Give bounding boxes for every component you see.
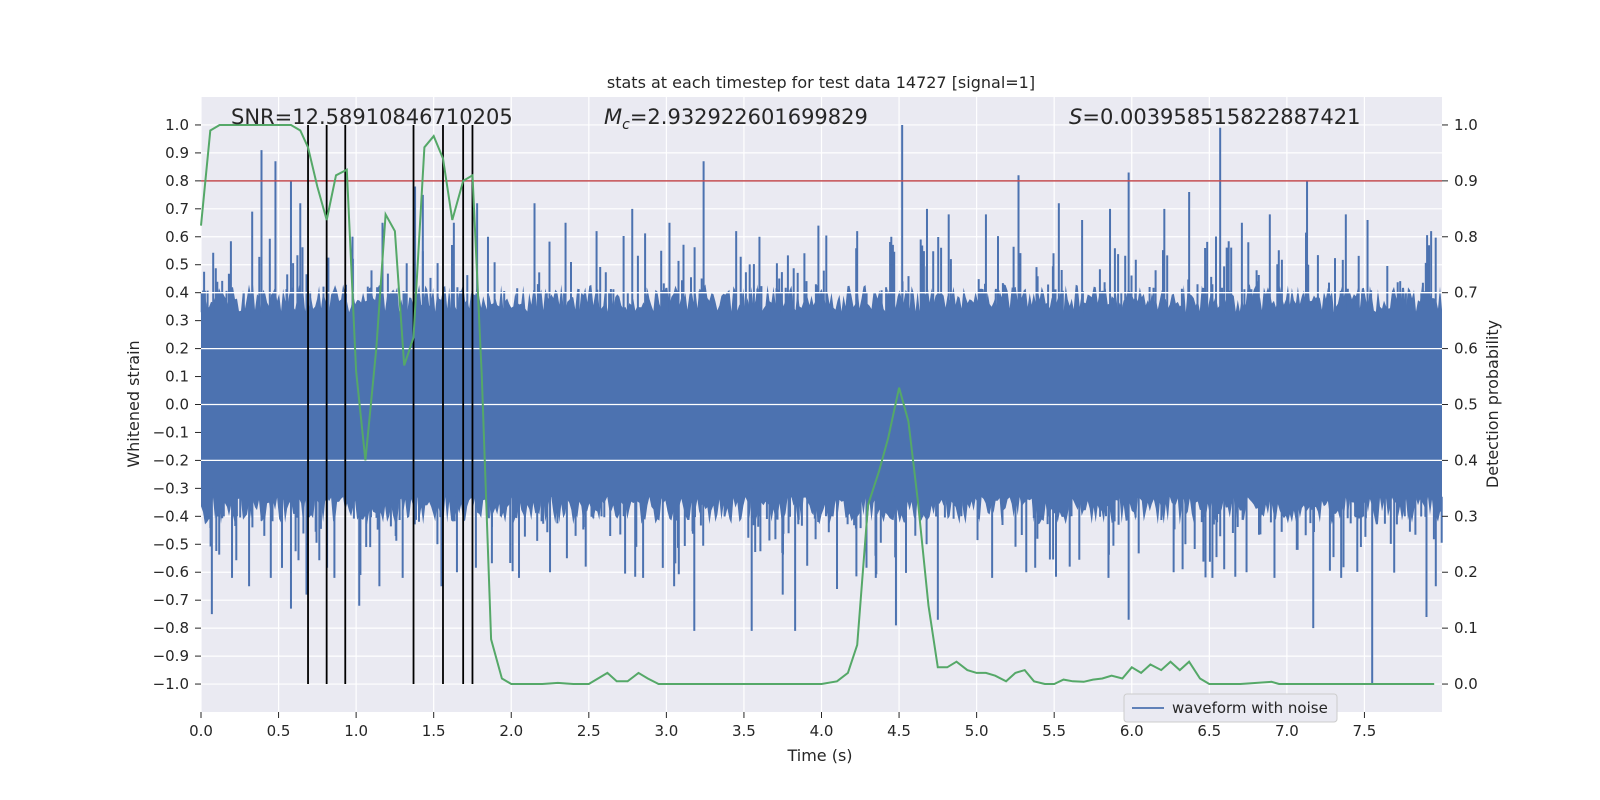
s-value: =0.003958515822887421 [1082, 105, 1360, 129]
right-tick-label: 0.8 [1454, 228, 1478, 246]
right-tick-label: 0.6 [1454, 340, 1478, 358]
left-tick-label: 0.3 [165, 312, 189, 330]
x-tick-label: 0.5 [267, 722, 291, 740]
waveform-spikes [200, 232, 1443, 578]
mc-value: =2.932922601699829 [630, 105, 868, 129]
right-y-axis-ticks: 1.0 0.9 0.8 0.7 0.6 0.5 0.4 0.3 0.2 0.1 0.0 [1442, 116, 1478, 693]
x-tick-label: 1.0 [344, 722, 368, 740]
x-tick-label: 4.0 [810, 722, 834, 740]
left-tick-label: −0.7 [153, 591, 189, 609]
mc-subscript: c [622, 117, 630, 133]
vertical-markers [307, 124, 474, 685]
x-tick-label: 1.5 [422, 722, 446, 740]
left-tick-label: 0.4 [165, 284, 189, 302]
left-tick-label: −0.5 [153, 535, 189, 553]
left-tick-label: −0.2 [153, 451, 189, 469]
left-tick-label: 0.0 [165, 396, 189, 414]
left-tick-label: 0.1 [165, 368, 189, 386]
right-y-axis-label: Detection probability [1483, 320, 1502, 488]
legend-label: waveform with noise [1172, 699, 1328, 717]
x-axis-label: Time (s) [786, 746, 852, 765]
x-tick-label: 6.0 [1120, 722, 1144, 740]
x-tick-label: 7.5 [1353, 722, 1377, 740]
x-tick-label: 5.5 [1042, 722, 1066, 740]
left-tick-label: 0.5 [165, 256, 189, 274]
right-tick-label: 0.7 [1454, 284, 1478, 302]
x-tick-label: 2.5 [577, 722, 601, 740]
right-tick-label: 0.9 [1454, 172, 1478, 190]
left-tick-label: −0.8 [153, 619, 189, 637]
right-tick-label: 1.0 [1454, 116, 1478, 134]
left-tick-label: 0.2 [165, 340, 189, 358]
x-tick-label: 3.0 [654, 722, 678, 740]
right-tick-label: 0.1 [1454, 619, 1478, 637]
right-tick-label: 0.5 [1454, 396, 1478, 414]
right-tick-label: 0.2 [1454, 563, 1478, 581]
zero-gridline [201, 292, 1442, 462]
chirp-mass-annotation: Mc=2.932922601699829 [604, 105, 868, 133]
left-tick-label: 0.9 [165, 144, 189, 162]
mc-symbol: M [604, 105, 622, 129]
snr-annotation: SNR=12.58910846710205 [231, 105, 513, 129]
left-y-axis-ticks: 1.0 0.9 0.8 0.7 0.6 0.5 0.4 0.3 0.2 0.1 0.0 −0.1 −0.… [153, 116, 201, 693]
left-tick-label: −0.6 [153, 563, 189, 581]
s-annotation: S=0.003958515822887421 [1069, 105, 1360, 129]
right-tick-label: 0.4 [1454, 451, 1478, 469]
left-tick-label: 1.0 [165, 116, 189, 134]
left-y-axis-label: Whitened strain [124, 340, 143, 467]
left-tick-label: −0.4 [153, 507, 189, 525]
right-tick-label: 0.0 [1454, 675, 1478, 693]
x-tick-label: 0.0 [189, 722, 213, 740]
left-tick-label: −1.0 [153, 675, 189, 693]
left-tick-label: 0.8 [165, 172, 189, 190]
x-tick-label: 4.5 [887, 722, 911, 740]
x-tick-label: 7.0 [1275, 722, 1299, 740]
chart-title: stats at each timestep for test data 147… [607, 73, 1035, 92]
left-tick-label: −0.3 [153, 479, 189, 497]
left-tick-label: 0.7 [165, 200, 189, 218]
left-tick-label: −0.1 [153, 423, 189, 441]
x-tick-label: 6.5 [1197, 722, 1221, 740]
left-tick-label: −0.9 [153, 647, 189, 665]
x-axis-ticks: 0.0 0.5 1.0 1.5 2.0 2.5 3.0 3.5 4.0 4.5 5.0 5.5 6.0 6… [189, 712, 1376, 740]
right-tick-label: 0.3 [1454, 507, 1478, 525]
x-tick-label: 5.0 [965, 722, 989, 740]
detection-probability-series [200, 124, 1435, 685]
detection-probability-line [200, 124, 1435, 685]
left-tick-label: 0.6 [165, 228, 189, 246]
s-symbol: S [1069, 105, 1082, 129]
legend-box [1123, 693, 1338, 723]
x-tick-label: 3.5 [732, 722, 756, 740]
legend: waveform with noise [1123, 693, 1338, 723]
x-tick-label: 2.0 [499, 722, 523, 740]
